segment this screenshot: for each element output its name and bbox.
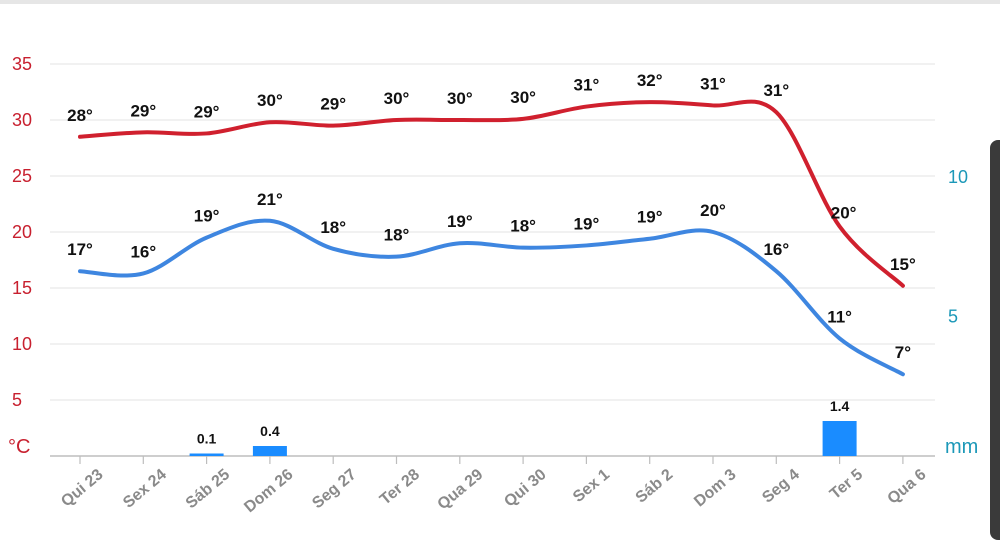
max-temp-label: 31° xyxy=(700,74,726,93)
max-temp-label: 20° xyxy=(831,203,857,222)
min-temp-label: 18° xyxy=(510,217,536,236)
max-temp-label: 15° xyxy=(890,255,916,274)
max-temp-label: 29° xyxy=(194,102,220,121)
max-temp-line xyxy=(78,99,905,288)
min-temp-label: 19° xyxy=(194,207,220,226)
x-tick-label: Ter 28 xyxy=(377,466,423,509)
min-temp-label: 11° xyxy=(827,307,852,326)
max-temp-label: 28° xyxy=(67,106,93,125)
x-tick-label: Qua 6 xyxy=(884,466,929,508)
max-temp-label: 29° xyxy=(320,95,346,114)
min-temp-label: 20° xyxy=(700,201,726,220)
precip-label: 1.4 xyxy=(830,398,850,414)
x-tick-label: Sex 24 xyxy=(120,466,170,512)
min-temp-label: 18° xyxy=(384,226,410,245)
min-temp-label: 18° xyxy=(320,218,346,237)
side-scroll-handle[interactable] xyxy=(990,140,1000,540)
y-tick-label-right: 5 xyxy=(948,307,958,327)
max-temp-label: 30° xyxy=(384,89,410,108)
precip-bar xyxy=(822,421,857,456)
max-temp-label: 31° xyxy=(763,81,789,100)
y-tick-label-right: 10 xyxy=(948,167,968,187)
min-temp-line xyxy=(78,218,905,377)
precip-label: 0.1 xyxy=(197,431,217,447)
min-temp-label: 17° xyxy=(67,240,93,259)
min-temp-label: 19° xyxy=(574,214,600,233)
x-tick-label: Seg 4 xyxy=(759,466,803,507)
min-temp-label: 21° xyxy=(257,190,283,209)
x-tick-label: Qui 23 xyxy=(58,466,106,511)
precip-bar xyxy=(189,453,224,456)
y-tick-label-left: 30 xyxy=(12,110,32,130)
x-tick-label: Sáb 25 xyxy=(183,466,234,512)
max-temp-label: 29° xyxy=(130,101,156,120)
max-temp-label: 30° xyxy=(257,91,283,110)
x-tick-label: Seg 27 xyxy=(309,466,360,512)
y-tick-label-left: 15 xyxy=(12,278,32,298)
y-unit-right: mm xyxy=(945,436,978,458)
max-temp-label: 31° xyxy=(574,76,600,95)
y-unit-left: °C xyxy=(8,436,30,458)
y-tick-label-left: 20 xyxy=(12,222,32,242)
y-tick-label-left: 5 xyxy=(12,390,22,410)
x-tick-label: Dom 3 xyxy=(691,466,739,511)
x-tick-label: Qua 29 xyxy=(435,466,487,513)
y-tick-label-left: 25 xyxy=(12,166,32,186)
x-tick-label: Dom 26 xyxy=(241,466,296,516)
precip-bar xyxy=(252,446,287,456)
max-temp-label: 30° xyxy=(447,89,473,108)
y-tick-label-left: 10 xyxy=(12,334,32,354)
max-temp-label: 32° xyxy=(637,71,663,90)
min-temp-label: 7° xyxy=(895,343,911,362)
x-tick-label: Sáb 2 xyxy=(633,466,677,507)
precip-label: 0.4 xyxy=(260,423,280,439)
min-temp-label: 16° xyxy=(130,242,156,261)
min-temp-label: 19° xyxy=(637,208,663,227)
min-temp-label: 16° xyxy=(763,240,789,259)
max-temp-label: 30° xyxy=(510,88,536,107)
x-tick-label: Qui 30 xyxy=(501,466,549,511)
top-divider xyxy=(0,0,1000,4)
x-tick-label: Ter 5 xyxy=(827,466,866,503)
x-tick-label: Sex 1 xyxy=(570,466,613,506)
y-tick-label-left: 35 xyxy=(12,54,32,74)
min-temp-label: 19° xyxy=(447,212,473,231)
